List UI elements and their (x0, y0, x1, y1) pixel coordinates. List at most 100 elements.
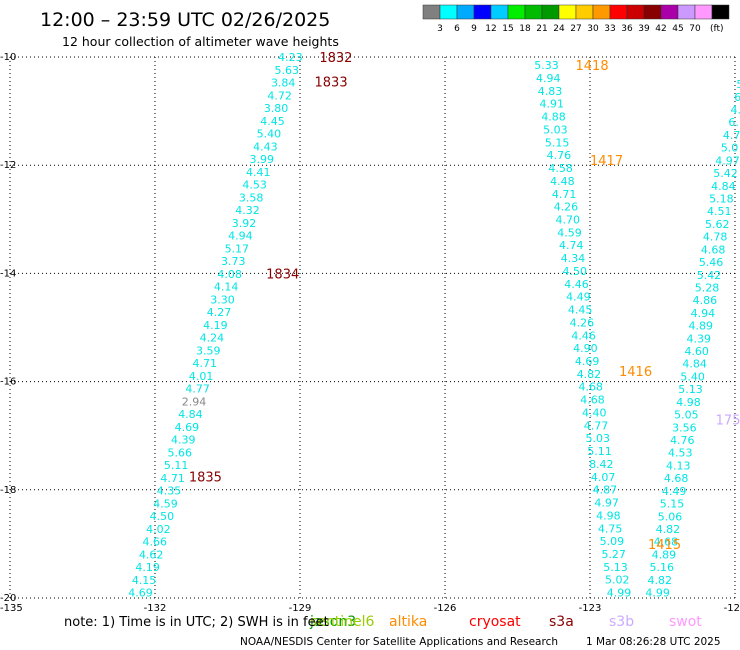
swh-value-label: 4.13 (666, 459, 691, 472)
swh-value-label: 5.18 (709, 192, 734, 205)
colorbar-label: 39 (638, 24, 650, 34)
swh-value-label: 4.82 (577, 368, 602, 381)
swh-value-label: 3.73 (221, 255, 246, 268)
swh-value-label: 5.28 (695, 281, 720, 294)
swh-value-label: 6 (734, 91, 740, 104)
colorbar-swatch (575, 4, 594, 20)
swh-value-label: 4.46 (571, 329, 596, 342)
colorbar-swatch (677, 4, 696, 20)
swh-value-label: 4.43 (253, 140, 278, 153)
y-tick-label: -20 (0, 593, 16, 604)
colorbar-label: 12 (485, 24, 496, 34)
swh-value-label: 4.60 (684, 345, 709, 358)
swh-value-label: 4.68 (664, 472, 689, 485)
colorbar-swatch (626, 4, 645, 20)
x-tick-label: -132 (144, 603, 167, 614)
swh-value-label: 4.68 (580, 394, 605, 407)
swh-value-label: 5.62 (705, 218, 730, 231)
chart-title: 12:00 – 23:59 UTC 02/26/2025 (40, 9, 330, 31)
swh-value-label: 4.50 (563, 265, 588, 278)
colorbar-swatch (456, 4, 475, 20)
colorbar-swatch (490, 4, 509, 20)
colorbar-label: 21 (536, 24, 547, 34)
swh-value-label: 4.97 (715, 154, 740, 167)
swh-value-label: 4.98 (596, 509, 621, 522)
swh-value-label: 4.46 (564, 278, 589, 291)
pass-time-label: 1418 (576, 59, 609, 74)
swh-value-label: 5.27 (601, 548, 626, 561)
colorbar-swatch (592, 4, 611, 20)
swh-value-label: 4.83 (538, 85, 563, 98)
swh-value-label: 4.45 (568, 304, 593, 317)
satellite-legend-item: cryosat (469, 614, 521, 630)
satellite-legend-item: jason3 (309, 614, 356, 630)
colorbar-swatch (660, 4, 679, 20)
swh-value-label: 4.94 (691, 307, 716, 320)
x-tick-label: -123 (579, 603, 602, 614)
swh-value-label: 4.68 (654, 536, 679, 549)
colorbar-label: 33 (604, 24, 615, 34)
pass-time-label: 1756 (716, 413, 740, 428)
swh-value-label: 4.90 (573, 342, 598, 355)
colorbar-label: 70 (689, 24, 701, 34)
swh-value-label: 4.48 (550, 175, 575, 188)
swh-value-label: 4.01 (189, 370, 214, 383)
x-tick-label: -12 (724, 603, 740, 614)
swh-value-label: 4.45 (260, 115, 285, 128)
swh-value-label: 4.72 (267, 89, 292, 102)
swh-value-label: 4.35 (157, 485, 182, 498)
y-tick-label: -16 (0, 377, 16, 388)
swh-value-label: 4.89 (689, 320, 714, 333)
swh-value-label: 4.59 (557, 226, 582, 239)
swh-value-label: 4.51 (707, 205, 732, 218)
swh-value-label: 4.66 (143, 536, 168, 549)
chart-subtitle: 12 hour collection of altimeter wave hei… (62, 34, 339, 49)
swh-value-label: 5.17 (225, 242, 250, 255)
swh-value-label: 4.74 (559, 239, 584, 252)
colorbar-swatch (558, 4, 577, 20)
colorbar-swatch (609, 4, 628, 20)
y-tick-label: -18 (0, 485, 16, 496)
swh-value-label: 5.33 (534, 59, 559, 72)
swh-value-label: 2.94 (182, 395, 207, 408)
x-tick-label: -129 (289, 603, 312, 614)
swh-value-label: 4.84 (178, 408, 203, 421)
swh-value-label: 4.40 (582, 406, 607, 419)
swh-value-label: 4.49 (566, 291, 591, 304)
pass-time-label: 1416 (619, 365, 652, 380)
swh-value-label: 4.97 (594, 497, 619, 510)
swh-value-label: 4.94 (228, 230, 253, 243)
swh-value-label: 3.58 (239, 191, 264, 204)
swh-value-label: 4.14 (214, 281, 239, 294)
swh-value-label: 4.99 (607, 587, 632, 600)
swh-value-label: 5.42 (697, 269, 722, 282)
swh-value-label: 4.82 (647, 574, 672, 587)
colorbar-label: 36 (621, 24, 633, 34)
swh-value-label: 4.34 (561, 252, 586, 265)
swh-value-label: 4.53 (668, 447, 693, 460)
swh-value-label: 3.84 (271, 77, 296, 90)
swh-value-label: 5.0 (721, 142, 739, 155)
swh-value-label: 4.76 (547, 149, 572, 162)
swh-value-label: 4.26 (570, 316, 595, 329)
plot-grid (9, 56, 736, 599)
satellite-legend-item: s3b (609, 614, 634, 630)
swh-value-label: 4.69 (175, 421, 200, 434)
swh-value-label: 4.84 (682, 358, 707, 371)
colorbar-label: 42 (655, 24, 666, 34)
swh-value-label: 4.15 (132, 574, 157, 587)
y-tick-label: -12 (0, 160, 16, 171)
swh-value-label: 4.82 (656, 523, 681, 536)
colorbar-swatch (711, 4, 730, 20)
swh-value-label: 4.68 (701, 243, 726, 256)
swh-value-label: 4.89 (652, 548, 677, 561)
y-tick-label: -14 (0, 268, 16, 279)
swh-value-label: 4.32 (235, 204, 260, 217)
time-labels: 1832 1833 1834 1835 1418 1417 1416 1415 1756 (189, 51, 740, 553)
swh-value-label: 4.02 (146, 523, 171, 536)
swh-value-label: 4.26 (554, 201, 579, 214)
swh-value-label: 3.92 (232, 217, 257, 230)
footer-credit: NOAA/NESDIS Center for Satellite Applica… (240, 636, 558, 648)
